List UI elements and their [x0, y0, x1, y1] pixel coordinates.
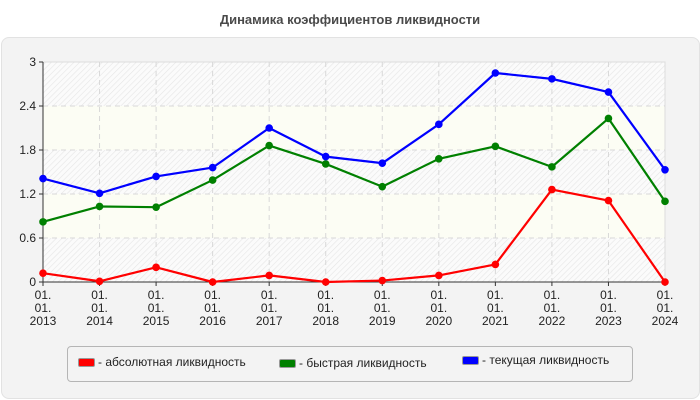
gridlines	[43, 62, 665, 282]
svg-text:01.: 01.	[430, 288, 447, 302]
svg-text:01.: 01.	[374, 288, 391, 302]
svg-text:01.: 01.	[317, 288, 334, 302]
svg-text:01.: 01.	[487, 288, 504, 302]
svg-text:1.8: 1.8	[19, 143, 36, 157]
svg-text:2017: 2017	[256, 314, 283, 328]
legend-label: - абсолютная ликвидность	[98, 355, 246, 369]
svg-text:2021: 2021	[482, 314, 509, 328]
svg-text:01.: 01.	[148, 301, 165, 315]
svg-text:2014: 2014	[86, 314, 113, 328]
svg-text:01.: 01.	[261, 301, 278, 315]
svg-text:01.: 01.	[657, 288, 674, 302]
svg-text:01.: 01.	[487, 301, 504, 315]
svg-text:01.: 01.	[204, 288, 221, 302]
svg-text:2.4: 2.4	[19, 99, 36, 113]
red-swatch-icon	[78, 357, 95, 367]
legend-item-current: - текущая ликвидность	[462, 353, 609, 367]
svg-text:01.: 01.	[261, 288, 278, 302]
svg-text:01.: 01.	[148, 288, 165, 302]
legend-item-absolute: - абсолютная ликвидность	[78, 355, 246, 369]
svg-text:01.: 01.	[374, 301, 391, 315]
svg-text:2019: 2019	[369, 314, 396, 328]
chart-title: Динамика коэффициентов ликвидности	[219, 12, 481, 27]
svg-text:2018: 2018	[312, 314, 339, 328]
green-swatch-icon	[279, 358, 296, 368]
svg-text:01.: 01.	[657, 301, 674, 315]
svg-text:01.: 01.	[544, 288, 561, 302]
legend-label: - быстрая ликвидность	[299, 356, 427, 370]
svg-text:01.: 01.	[430, 301, 447, 315]
svg-text:2015: 2015	[143, 314, 170, 328]
svg-text:01.: 01.	[600, 301, 617, 315]
svg-text:01.: 01.	[317, 301, 334, 315]
blue-swatch-icon	[462, 355, 479, 365]
svg-text:2022: 2022	[539, 314, 566, 328]
svg-text:2016: 2016	[199, 314, 226, 328]
svg-text:3: 3	[29, 55, 36, 69]
svg-text:2023: 2023	[595, 314, 622, 328]
svg-text:0: 0	[29, 275, 36, 289]
legend-label: - текущая ликвидность	[482, 353, 610, 367]
legend: - абсолютная ликвидность - быстрая ликви…	[67, 346, 633, 382]
svg-text:1.2: 1.2	[19, 187, 36, 201]
plot-background	[42, 61, 666, 283]
data-series	[39, 69, 669, 286]
svg-text:01.: 01.	[35, 301, 52, 315]
svg-text:01.: 01.	[91, 288, 108, 302]
svg-text:01.: 01.	[35, 288, 52, 302]
svg-text:2024: 2024	[652, 314, 679, 328]
svg-text:01.: 01.	[544, 301, 561, 315]
svg-text:2013: 2013	[30, 314, 57, 328]
svg-text:01.: 01.	[204, 301, 221, 315]
svg-text:0.6: 0.6	[19, 231, 36, 245]
svg-text:01.: 01.	[600, 288, 617, 302]
svg-text:2020: 2020	[425, 314, 452, 328]
legend-item-quick: - быстрая ликвидность	[279, 356, 427, 370]
svg-text:01.: 01.	[91, 301, 108, 315]
